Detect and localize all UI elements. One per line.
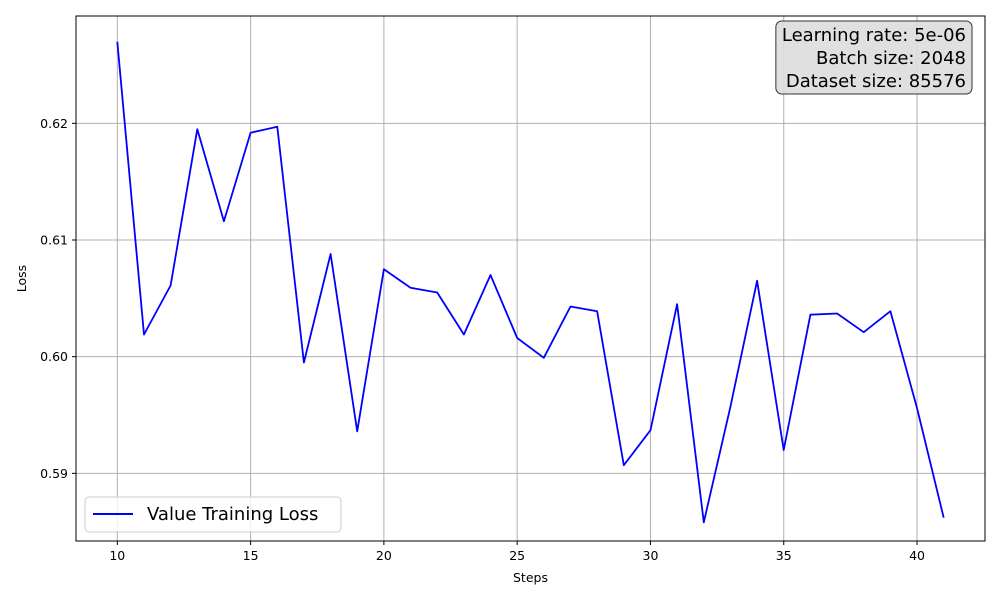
x-tick-label: 15 <box>243 548 259 563</box>
legend-label: Value Training Loss <box>147 504 318 525</box>
x-tick-label: 35 <box>776 548 792 563</box>
axis-ticks: 10 15 20 25 30 35 40 0.59 0.60 0.61 0.62 <box>40 116 925 563</box>
plot-frame <box>75 15 986 542</box>
grid-lines <box>76 16 985 541</box>
info-learning-rate: Learning rate: 5e-06 <box>782 25 966 46</box>
y-tick-label: 0.59 <box>40 466 68 481</box>
legend-box <box>84 496 342 533</box>
series-line-value-training-loss <box>116 41 945 524</box>
x-tick-label: 25 <box>509 548 525 563</box>
x-tick-label: 40 <box>909 548 925 563</box>
info-batch-size: Batch size: 2048 <box>816 48 966 69</box>
legend: Value Training Loss <box>84 496 342 533</box>
x-tick-label: 30 <box>643 548 659 563</box>
y-tick-label: 0.61 <box>40 233 68 248</box>
y-tick-label: 0.60 <box>40 349 68 364</box>
info-dataset-size: Dataset size: 85576 <box>786 71 966 92</box>
x-tick-label: 10 <box>109 548 125 563</box>
info-box-background <box>775 20 973 95</box>
y-tick-label: 0.62 <box>40 116 68 131</box>
hyperparameter-info-box: Learning rate: 5e-06 Batch size: 2048 Da… <box>775 20 973 95</box>
y-axis-label: Loss <box>14 265 29 292</box>
x-tick-label: 20 <box>376 548 392 563</box>
series-layer <box>116 41 945 524</box>
x-axis-label: Steps <box>513 570 548 585</box>
